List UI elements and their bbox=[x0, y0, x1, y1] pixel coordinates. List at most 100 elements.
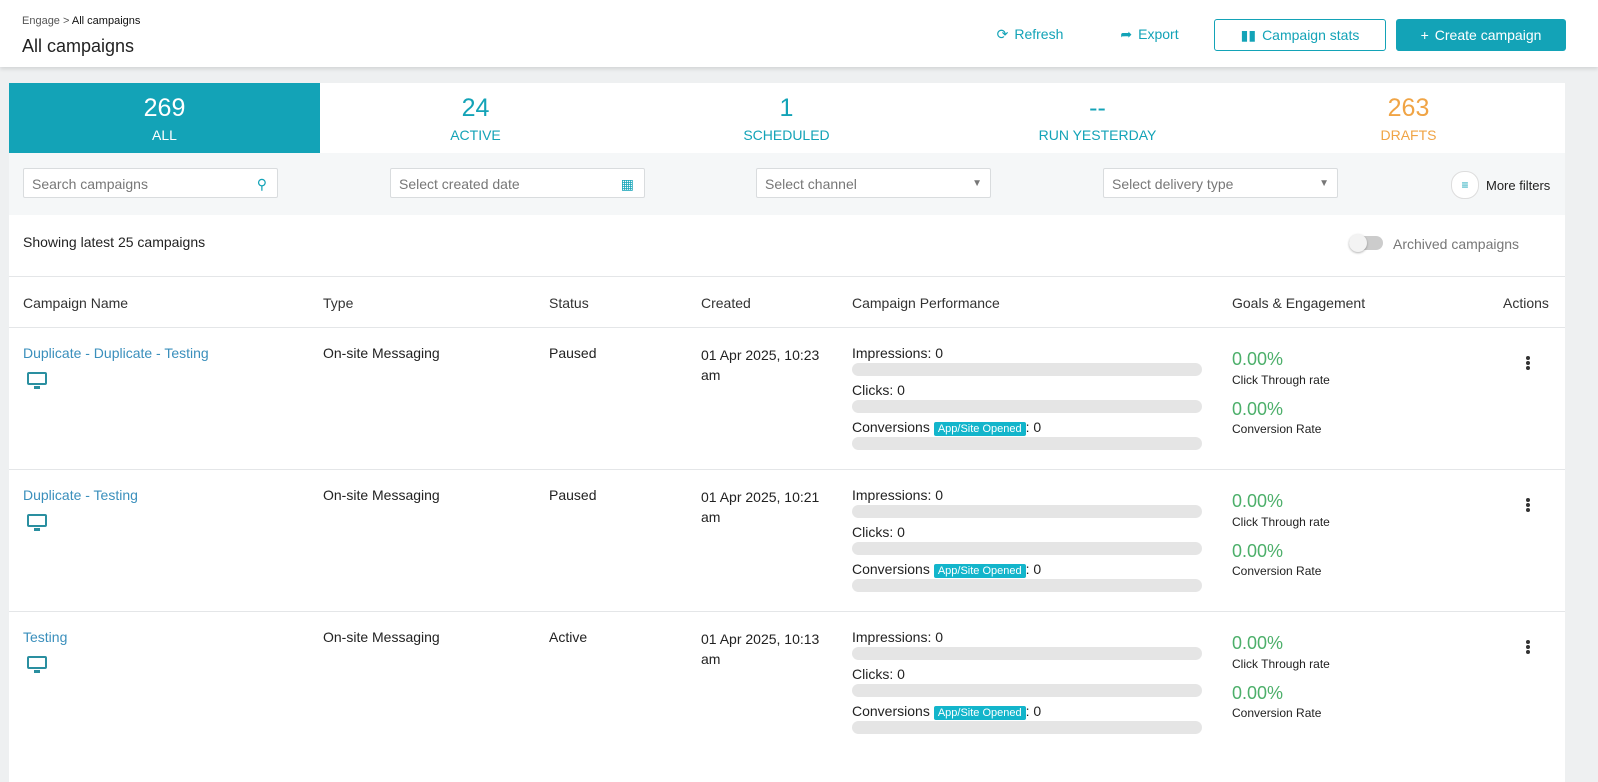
progress-bar bbox=[852, 579, 1202, 592]
ctr-label: Click Through rate bbox=[1232, 515, 1330, 529]
campaign-card: 269 ALL 24 ACTIVE 1 SCHEDULED -- RUN YESTERDAY 2… bbox=[9, 83, 1565, 782]
campaign-link[interactable]: Testing bbox=[23, 629, 68, 645]
table-row: Duplicate - Testing On-site Messaging Paus… bbox=[9, 469, 1565, 612]
tab-label: ACTIVE bbox=[450, 127, 501, 143]
export-button[interactable]: ➦ Export bbox=[1120, 25, 1179, 43]
dot bbox=[1526, 503, 1530, 507]
tab-count: 263 bbox=[1387, 94, 1430, 122]
channel-icon bbox=[27, 656, 47, 673]
goal-badge: App/Site Opened bbox=[933, 564, 1026, 578]
column-header: Status bbox=[549, 295, 589, 311]
cr-label: Conversion Rate bbox=[1232, 564, 1322, 578]
label: Create campaign bbox=[1434, 27, 1542, 43]
channel-select[interactable]: Select channel ▼ bbox=[756, 168, 991, 198]
actions-menu[interactable] bbox=[1521, 498, 1535, 514]
placeholder: Search campaigns bbox=[32, 176, 148, 192]
table-row: Duplicate - Duplicate - Testing On-site M… bbox=[9, 327, 1565, 470]
column-header: Actions bbox=[1503, 295, 1549, 311]
filter-icon[interactable]: ≡ bbox=[1451, 171, 1479, 199]
tab-count: 269 bbox=[143, 94, 186, 122]
cr-label: Conversion Rate bbox=[1232, 706, 1322, 720]
clicks: Clicks: 0 bbox=[852, 382, 905, 398]
column-header: Created bbox=[701, 295, 751, 311]
dot bbox=[1526, 645, 1530, 649]
summary: Showing latest 25 campaigns bbox=[23, 234, 206, 250]
goal-badge: App/Site Opened bbox=[933, 422, 1026, 436]
tab-label: DRAFTS bbox=[1380, 127, 1437, 143]
created: 01 Apr 2025, 10:21 am bbox=[701, 489, 820, 525]
type: On-site Messaging bbox=[323, 487, 440, 503]
dot bbox=[1526, 356, 1530, 360]
column-header: Campaign Name bbox=[23, 295, 129, 311]
label: Refresh bbox=[1014, 26, 1064, 42]
page-title: All campaigns bbox=[22, 36, 135, 56]
icon-stand bbox=[34, 386, 40, 389]
progress-bar bbox=[852, 721, 1202, 734]
conversions-value: : 0 bbox=[1025, 703, 1042, 719]
impressions: Impressions: 0 bbox=[852, 629, 944, 645]
tab-count: -- bbox=[1089, 94, 1106, 122]
goal-badge: App/Site Opened bbox=[933, 706, 1026, 720]
status: Paused bbox=[549, 345, 597, 361]
tab[interactable]: -- RUN YESTERDAY bbox=[942, 83, 1253, 153]
date-input[interactable]: Select created date ▦ bbox=[390, 168, 645, 198]
progress-bar bbox=[852, 400, 1202, 413]
actions-menu[interactable] bbox=[1521, 356, 1535, 372]
search-input[interactable]: Search campaigns ⚲ bbox=[23, 168, 278, 198]
tab-label: SCHEDULED bbox=[743, 127, 830, 143]
dot bbox=[1526, 650, 1530, 654]
tab[interactable]: 263 DRAFTS bbox=[1253, 83, 1564, 153]
placeholder: Select delivery type bbox=[1112, 176, 1234, 192]
created: 01 Apr 2025, 10:23 am bbox=[701, 347, 820, 383]
conversions: Conversions App/Site Opened: 0 bbox=[852, 419, 1041, 436]
cr-label: Conversion Rate bbox=[1232, 422, 1322, 436]
progress-bar bbox=[852, 363, 1202, 376]
actions-menu[interactable] bbox=[1521, 640, 1535, 656]
progress-bar bbox=[852, 647, 1202, 660]
tab[interactable]: 1 SCHEDULED bbox=[631, 83, 942, 153]
progress-bar bbox=[852, 437, 1202, 450]
archived-label: Archived campaigns bbox=[1393, 236, 1520, 252]
status: Active bbox=[549, 629, 588, 645]
crumb[interactable]: Engage bbox=[22, 15, 60, 27]
campaign-link[interactable]: Duplicate - Testing bbox=[23, 487, 138, 503]
placeholder: Select channel bbox=[765, 176, 857, 192]
crumb: All campaigns bbox=[71, 15, 141, 27]
conversions-label: Conversions bbox=[852, 703, 930, 719]
icon-stand bbox=[34, 670, 40, 673]
header: Engage > All campaigns All campaigns ⟳ R… bbox=[0, 0, 1598, 67]
column-header: Goals & Engagement bbox=[1232, 295, 1366, 311]
progress-bar bbox=[852, 542, 1202, 555]
breadcrumb: Engage > All campaigns bbox=[22, 15, 140, 27]
column-header: Campaign Performance bbox=[852, 295, 1000, 311]
crumb-sep: > bbox=[63, 15, 70, 27]
table-row: Testing On-site Messaging Active 01 Apr 202… bbox=[9, 611, 1565, 754]
conversions-label: Conversions bbox=[852, 561, 930, 577]
column-header: Type bbox=[323, 295, 354, 311]
create-campaign-button[interactable]: + Create campaign bbox=[1396, 19, 1566, 51]
more-filters[interactable]: More filters bbox=[1486, 178, 1551, 193]
ctr-label: Click Through rate bbox=[1232, 657, 1330, 671]
placeholder: Select created date bbox=[399, 176, 520, 192]
impressions: Impressions: 0 bbox=[852, 487, 944, 503]
ctr: 0.00% bbox=[1232, 491, 1284, 511]
tab-count: 1 bbox=[779, 94, 794, 122]
dot bbox=[1526, 640, 1530, 644]
campaign-link[interactable]: Duplicate - Duplicate - Testing bbox=[23, 345, 209, 361]
channel-icon bbox=[27, 372, 47, 389]
tab[interactable]: 269 ALL bbox=[9, 83, 320, 153]
delivery-select[interactable]: Select delivery type ▼ bbox=[1103, 168, 1338, 198]
clicks: Clicks: 0 bbox=[852, 524, 905, 540]
campaign-stats-button[interactable]: ▮▮ Campaign stats bbox=[1214, 19, 1386, 51]
archived-toggle[interactable] bbox=[1349, 234, 1383, 252]
dot bbox=[1526, 498, 1530, 502]
label: Export bbox=[1138, 26, 1179, 42]
type: On-site Messaging bbox=[323, 345, 440, 361]
created: 01 Apr 2025, 10:13 am bbox=[701, 631, 820, 667]
tab-label: ALL bbox=[152, 127, 177, 143]
tab[interactable]: 24 ACTIVE bbox=[320, 83, 631, 153]
refresh-button[interactable]: ⟳ Refresh bbox=[996, 25, 1064, 43]
ctr-label: Click Through rate bbox=[1232, 373, 1330, 387]
cr: 0.00% bbox=[1232, 683, 1284, 703]
